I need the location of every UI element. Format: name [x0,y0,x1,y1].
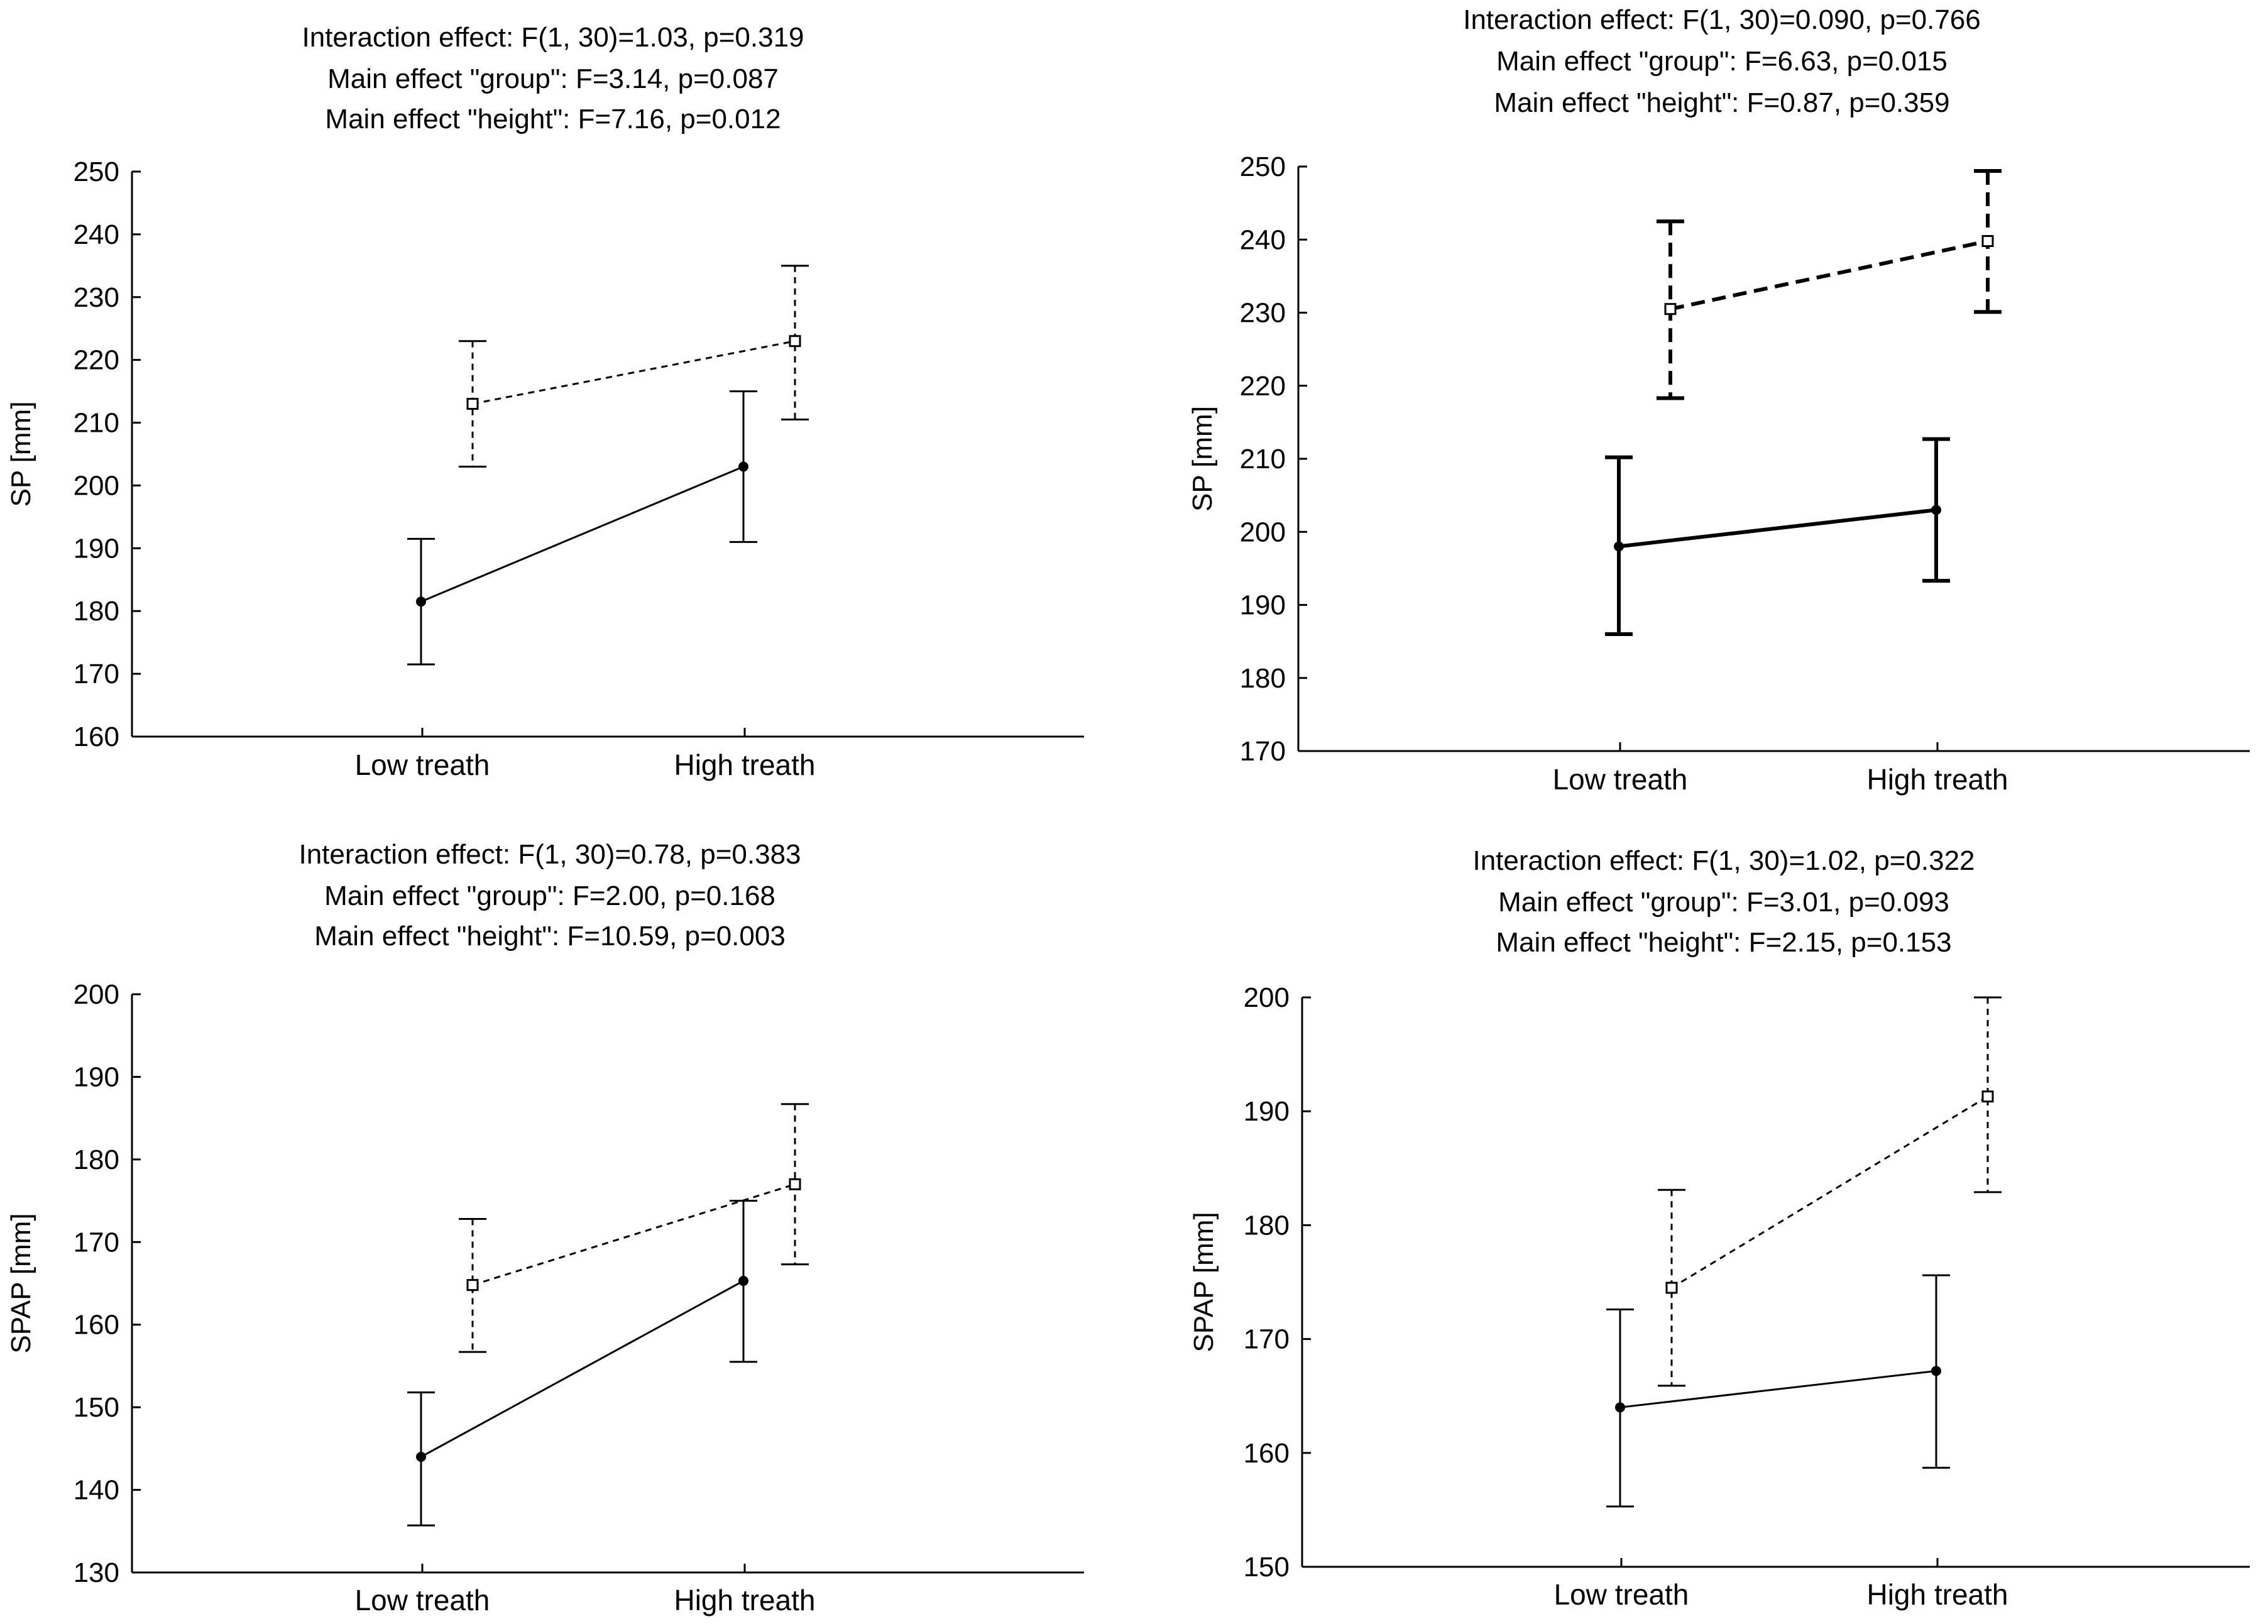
data-point-square [789,1178,801,1190]
chart-title-line: Main effect "group": F=3.01, p=0.093 [1498,887,1949,918]
y-tick-label: 220 [74,345,119,376]
data-point-square [466,398,479,410]
y-tick-label: 160 [1244,1438,1290,1469]
chart-title-line: Main effect "height": F=10.59, p=0.003 [314,921,786,952]
y-tick-label: 170 [1240,736,1286,767]
y-tick-label: 250 [1240,151,1286,182]
data-point-square [1981,235,1994,248]
series-dashed-line [472,340,796,405]
chart-title-line: Main effect "group": F=2.00, p=0.168 [324,881,775,911]
data-point-square [789,335,801,348]
y-tick-label: 140 [74,1475,119,1506]
y-tick-label: 130 [74,1557,119,1588]
chart-title-line: Main effect "height": F=0.87, p=0.359 [1494,87,1949,118]
chart-panel-top-left: Interaction effect: F(1, 30)=1.03, p=0.3… [6,22,1084,781]
series-dashed-line [1670,239,1988,311]
y-tick-label: 200 [74,470,119,501]
data-point-circle [1931,505,1941,515]
data-point-square [1664,303,1677,315]
chart-title-line: Interaction effect: F(1, 30)=1.02, p=0.3… [1472,845,1975,876]
x-category-label: Low treath [1553,763,1688,796]
data-point-circle [416,1452,426,1462]
x-category-label: High treath [1866,763,2008,796]
y-tick-label: 240 [74,219,119,250]
x-category-label: High treath [674,749,815,781]
y-tick-label: 150 [1244,1552,1290,1583]
y-tick-label: 190 [1240,590,1286,621]
chart-title-line: Main effect "group": F=3.14, p=0.087 [327,63,779,94]
chart-panel-bottom-right: Interaction effect: F(1, 30)=1.02, p=0.3… [1188,845,2250,1611]
series-solid-line [1619,1369,1937,1408]
y-tick-label: 230 [1240,298,1286,329]
series-solid-line [420,1280,744,1458]
y-tick-label: 190 [74,1062,119,1092]
y-tick-label: 210 [1240,444,1286,475]
chart-title-line: Interaction effect: F(1, 30)=1.03, p=0.3… [302,22,804,53]
series-dashed-line [472,1183,796,1287]
y-tick-label: 160 [74,721,119,752]
y-axis-title: SPAP [mm] [1188,1212,1219,1352]
data-point-circle [738,1276,748,1287]
chart-title-line: Main effect "height": F=7.16, p=0.012 [325,104,781,134]
data-point-circle [1614,541,1624,552]
y-tick-label: 170 [74,1227,119,1258]
y-tick-label: 200 [1240,517,1286,547]
series-solid-line [420,466,744,603]
y-tick-label: 180 [74,596,119,627]
chart-panel-bottom-left: Interaction effect: F(1, 30)=0.78, p=0.3… [6,839,1084,1616]
y-tick-label: 240 [1240,224,1286,255]
data-point-circle [738,461,748,472]
y-tick-label: 220 [1240,371,1286,402]
y-axis-title: SPAP [mm] [6,1213,36,1353]
y-tick-label: 230 [74,282,119,313]
x-category-label: Low treath [355,1584,490,1616]
data-point-circle [1615,1402,1625,1413]
data-point-circle [416,596,426,607]
chart-title-line: Main effect "height": F=2.15, p=0.153 [1496,927,1951,958]
x-category-label: Low treath [1554,1578,1689,1611]
chart-title-line: Main effect "group": F=6.63, p=0.015 [1496,46,1948,77]
y-tick-label: 180 [1244,1210,1290,1241]
y-tick-label: 160 [74,1310,119,1341]
data-point-circle [1931,1366,1941,1376]
chart-panel-top-right: Interaction effect: F(1, 30)=0.090, p=0.… [1187,4,2250,796]
data-point-square [1665,1281,1678,1294]
y-axis-title: SP [mm] [1187,406,1218,512]
y-tick-label: 170 [74,659,119,689]
series-dashed-line [1671,1095,1988,1289]
y-tick-label: 180 [74,1144,119,1175]
y-tick-label: 190 [74,533,119,564]
y-tick-label: 180 [1240,663,1286,694]
y-tick-label: 210 [74,408,119,439]
y-tick-label: 200 [1244,982,1290,1013]
chart-title-line: Interaction effect: F(1, 30)=0.78, p=0.3… [299,839,801,870]
x-category-label: Low treath [355,749,490,781]
y-tick-label: 200 [74,979,119,1010]
y-tick-label: 190 [1244,1096,1290,1127]
chart-title-line: Interaction effect: F(1, 30)=0.090, p=0.… [1463,4,1981,35]
y-tick-label: 170 [1244,1324,1290,1355]
x-category-label: High treath [674,1584,815,1616]
x-category-label: High treath [1866,1578,2008,1611]
y-tick-label: 150 [74,1392,119,1423]
y-axis-title: SP [mm] [6,402,36,507]
data-point-square [1981,1090,1994,1103]
data-point-square [466,1279,479,1292]
y-tick-label: 250 [74,156,119,187]
series-solid-line [1618,508,1937,549]
